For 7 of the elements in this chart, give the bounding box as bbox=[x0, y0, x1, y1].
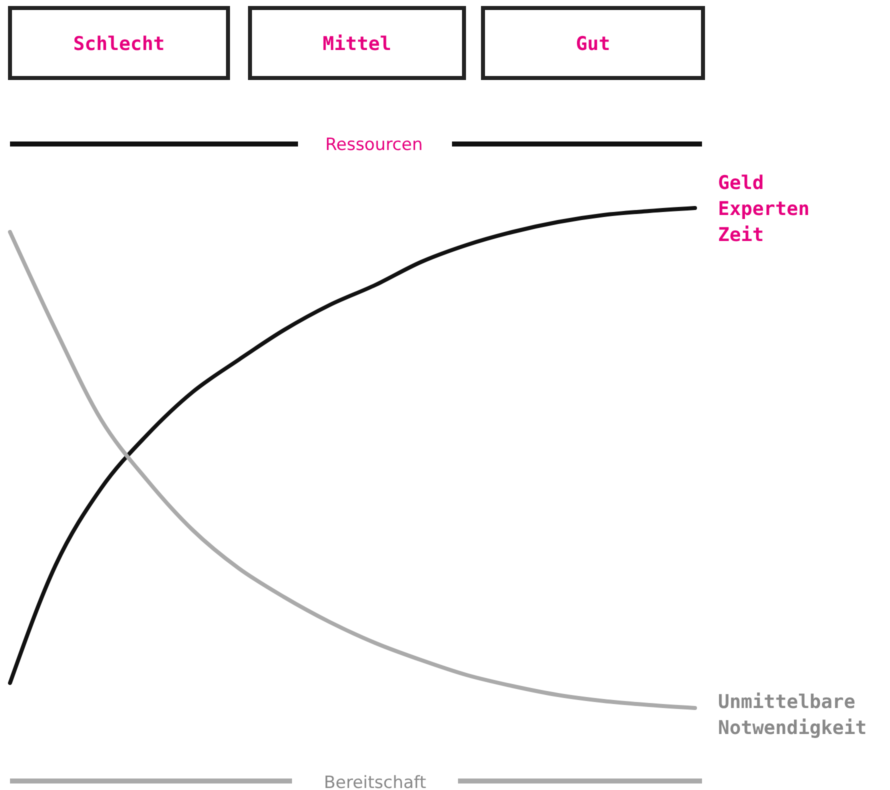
x-axis-title: Bereitschaft bbox=[324, 773, 426, 790]
series-label: Unmittelbare Notwendigkeit bbox=[718, 691, 867, 739]
series-label: Geld Experten Zeit bbox=[718, 172, 810, 246]
text: Gut bbox=[576, 33, 610, 55]
text: Schlecht bbox=[73, 33, 165, 55]
chart-title: Ressourcen bbox=[325, 135, 423, 155]
text: Mittel bbox=[322, 33, 392, 55]
